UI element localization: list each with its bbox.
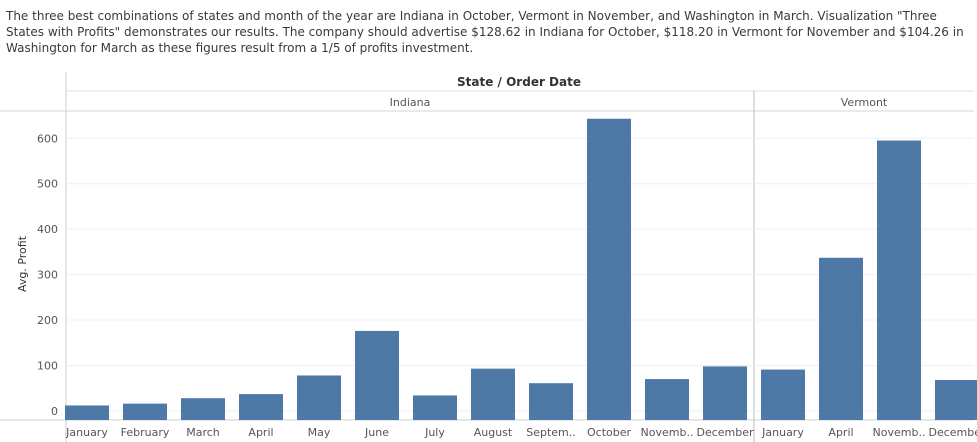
bar [703,366,747,420]
bar [123,403,167,420]
chart-header: State / Order Date [457,75,581,89]
y-tick-label: 100 [37,359,58,372]
y-tick-label: 0 [51,405,58,418]
bar [413,395,457,420]
x-tick-label: February [121,426,170,439]
x-tick-label: June [364,426,389,439]
x-tick-label: May [308,426,331,439]
x-tick-label: Novemb.. [873,426,926,439]
x-tick-label: Septem.. [526,426,576,439]
y-tick-label: 400 [37,223,58,236]
bars [65,118,977,421]
x-tick-label: April [828,426,853,439]
bar [471,368,515,420]
bar [935,380,977,420]
x-tick-label: December [696,426,754,439]
bar [877,140,921,421]
bar [819,257,863,420]
bar [355,330,399,420]
x-tick-label: April [248,426,273,439]
group-header-label: Vermont [841,96,888,109]
x-tick-label: October [587,426,631,439]
group-header-label: Indiana [390,96,431,109]
x-tick-label: March [186,426,220,439]
group-headers: Indiana Vermont [390,91,888,442]
bar [645,379,689,420]
x-tick-label: Novemb.. [641,426,694,439]
x-tick-label: January [761,426,804,439]
bar [529,383,573,420]
y-tick-label: 300 [37,269,58,282]
x-tick-label: July [424,426,445,439]
y-axis-title: Avg. Profit [16,235,29,292]
x-tick-label: December [928,426,977,439]
bar [587,118,631,420]
y-tick-label: 200 [37,314,58,327]
bar [761,369,805,420]
description-text: The three best combinations of states an… [6,9,964,55]
x-axis-labels: January February March April May June July Augu… [65,426,977,439]
bar [181,398,225,420]
bar [297,375,341,420]
x-tick-label: August [474,426,513,439]
y-tick-label: 500 [37,178,58,191]
y-axis-ticks: 0 100 200 300 400 500 600 [37,132,58,418]
bar [239,394,283,420]
y-tick-label: 600 [37,132,58,145]
bar [65,405,109,420]
x-tick-label: January [65,426,108,439]
